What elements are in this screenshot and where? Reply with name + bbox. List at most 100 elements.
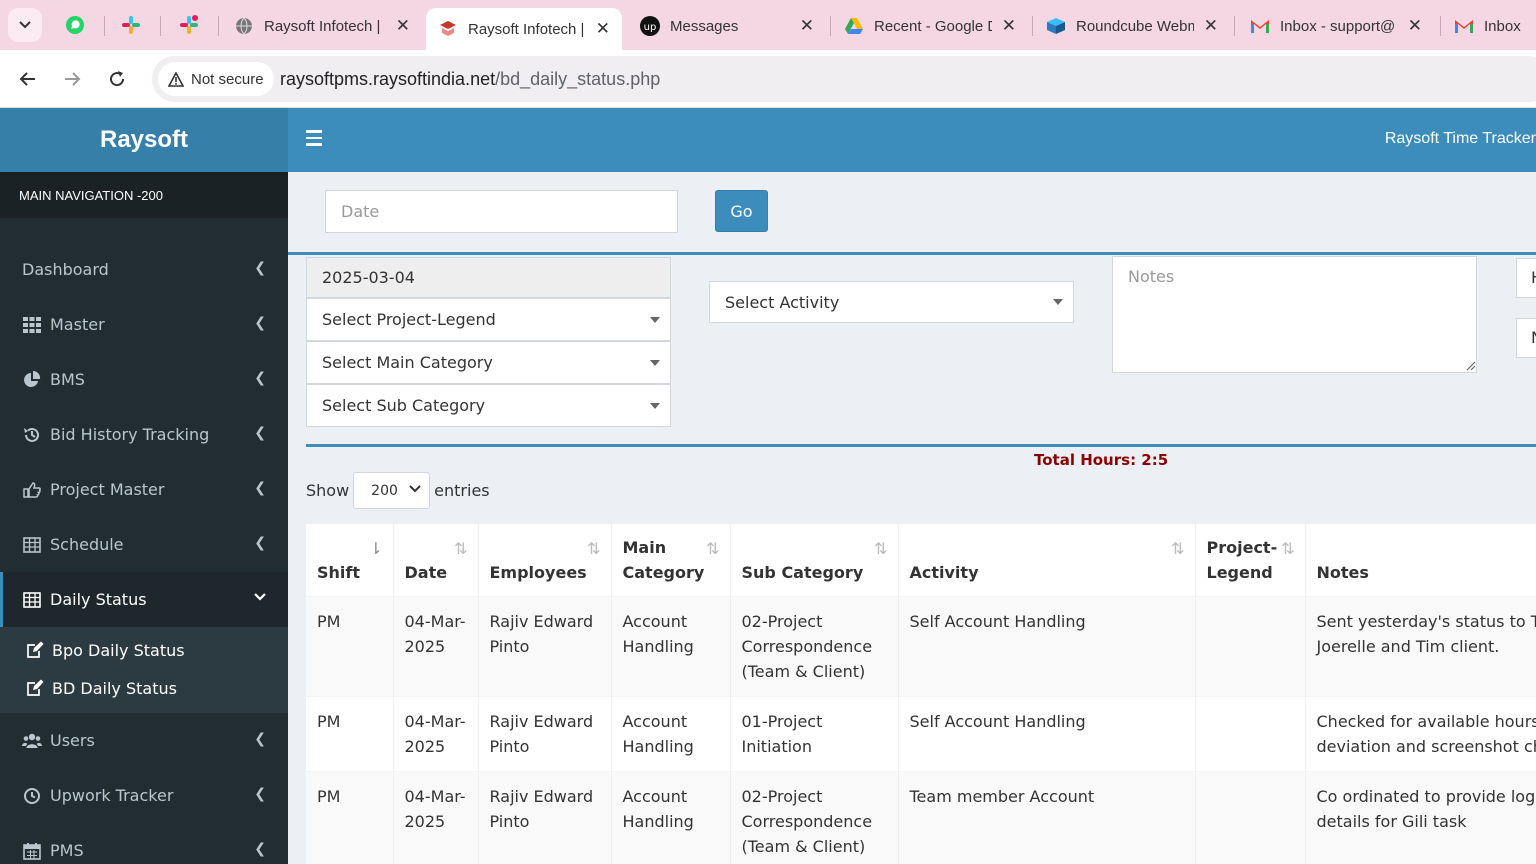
sidebar-item-label: PMS xyxy=(50,841,84,860)
cell-project-legend xyxy=(1195,595,1306,696)
sidebar-subitem-bpo-daily-status[interactable]: Bpo Daily Status xyxy=(0,631,288,669)
cell-employee: Rajiv Edward Pinto xyxy=(478,770,612,864)
column-header-main-category[interactable]: Main Category ⇅ xyxy=(611,524,731,597)
sidebar-item-pms[interactable]: PMS ❮ xyxy=(0,823,288,864)
tab-search-button[interactable] xyxy=(8,8,42,42)
browser-tab[interactable]: Recent - Google D ✕ xyxy=(832,8,1028,44)
sort-icon: ⇅ xyxy=(874,539,888,558)
calendar-icon xyxy=(22,842,42,860)
url-path: /bd_daily_status.php xyxy=(495,69,661,89)
hand-pointer-icon xyxy=(22,481,42,499)
column-label: Shift xyxy=(317,562,361,582)
column-header-date[interactable]: Date ⇅ xyxy=(393,524,479,597)
pinned-tab-whatsapp[interactable] xyxy=(52,8,98,42)
address-bar[interactable]: Not secure raysoftpms.raysoftindia.net/b… xyxy=(152,56,1536,102)
cell-sub-category: 01-Project Initiation xyxy=(730,695,899,771)
cell-sub-category: 02-Project Correspondence (Team & Client… xyxy=(730,770,899,864)
tab-title: Inbox - support@ xyxy=(1280,17,1396,35)
sidebar-item-project-master[interactable]: Project Master ❮ xyxy=(0,462,288,517)
users-icon xyxy=(22,732,42,750)
column-header-sub-category[interactable]: Sub Category ⇅ xyxy=(730,524,899,597)
browser-tab[interactable]: up Messages ✕ xyxy=(628,8,826,44)
hours-field[interactable]: H xyxy=(1516,258,1536,298)
column-label: Activity xyxy=(909,562,979,582)
cell-date: 04-Mar-2025 xyxy=(393,595,479,696)
notes-textarea[interactable]: Notes xyxy=(1112,256,1477,373)
activity-select[interactable]: Select Activity xyxy=(709,281,1074,323)
browser-tab[interactable]: Roundcube Webm ✕ xyxy=(1034,8,1230,44)
clock-icon xyxy=(22,787,42,805)
pinned-tab-slack-2[interactable] xyxy=(166,8,212,42)
pinned-tab-slack-1[interactable] xyxy=(108,8,154,42)
cell-main-category: Account Handling xyxy=(611,770,731,864)
go-button[interactable]: Go xyxy=(715,190,768,232)
main-category-select[interactable]: Select Main Category xyxy=(306,341,671,384)
sidebar-item-schedule[interactable]: Schedule ❮ xyxy=(0,517,288,572)
sidebar-item-label: Dashboard xyxy=(22,260,109,279)
sidebar-item-dashboard[interactable]: Dashboard ❮ xyxy=(0,242,288,297)
column-header-activity[interactable]: Activity ⇅ xyxy=(898,524,1196,597)
url-text[interactable]: raysoftpms.raysoftindia.net/bd_daily_sta… xyxy=(280,69,660,90)
back-button[interactable] xyxy=(13,64,43,94)
sort-icon: ⇅ xyxy=(587,539,601,558)
cell-employee: Rajiv Edward Pinto xyxy=(478,595,612,696)
security-chip[interactable]: Not secure xyxy=(158,62,274,96)
pie-chart-icon xyxy=(22,370,42,389)
grid-icon xyxy=(22,316,42,334)
cell-shift: PM xyxy=(306,595,394,696)
chevron-left-icon: ❮ xyxy=(254,535,266,551)
column-label: Notes xyxy=(1316,562,1369,582)
tab-title: Roundcube Webm xyxy=(1076,17,1194,35)
browser-tab[interactable]: Inbox - support@ ✕ xyxy=(1238,8,1434,44)
caret-down-icon xyxy=(650,359,660,366)
chevron-left-icon: ❮ xyxy=(254,731,266,747)
url-host: raysoftpms.raysoftindia.net xyxy=(280,69,496,89)
table-row: PM 04-Mar-2025 Rajiv Edward Pinto Accoun… xyxy=(306,770,1536,864)
cell-notes: Checked for available hours deviation an… xyxy=(1305,695,1536,771)
sidebar-item-label: Project Master xyxy=(50,480,165,499)
browser-tabstrip: Raysoft Infotech | ✕ Raysoft Infotech | … xyxy=(0,0,1536,50)
sidebar-item-bms[interactable]: BMS ❮ xyxy=(0,352,288,407)
gmail-icon xyxy=(1251,20,1269,33)
sidebar-toggle-icon[interactable] xyxy=(306,130,322,150)
close-tab-icon[interactable]: ✕ xyxy=(395,16,410,36)
column-label: Main Category xyxy=(622,537,705,582)
column-header-notes[interactable]: Notes xyxy=(1305,524,1536,597)
app-topbar: Raysoft Time Tracker xyxy=(288,108,1536,172)
chevron-left-icon: ❮ xyxy=(254,370,266,386)
browser-tab[interactable]: Raysoft Infotech | ✕ xyxy=(222,8,422,44)
close-tab-icon[interactable]: ✕ xyxy=(1001,16,1016,36)
minutes-field[interactable]: N xyxy=(1516,318,1536,358)
sidebar-item-users[interactable]: Users ❮ xyxy=(0,713,288,768)
browser-tab[interactable]: Inbox (2 xyxy=(1442,8,1536,44)
chevron-left-icon: ❮ xyxy=(254,425,266,441)
project-legend-select[interactable]: Select Project-Legend xyxy=(306,298,671,341)
close-tab-icon[interactable]: ✕ xyxy=(799,16,814,36)
date-filter-input[interactable]: Date xyxy=(325,190,678,233)
browser-tab-active[interactable]: Raysoft Infotech | ✕ xyxy=(426,8,622,50)
cell-activity: Self Account Handling xyxy=(898,695,1196,771)
close-tab-icon[interactable]: ✕ xyxy=(595,19,610,39)
svg-text:up: up xyxy=(644,22,657,33)
reload-icon xyxy=(110,71,125,87)
entries-select[interactable]: 200 xyxy=(353,472,431,509)
entry-date-field[interactable]: 2025-03-04 xyxy=(306,257,671,298)
column-header-shift[interactable]: Shift ⇂ xyxy=(306,524,394,597)
show-label: Show xyxy=(306,481,350,500)
close-tab-icon[interactable]: ✕ xyxy=(1203,16,1218,36)
column-header-project-legend[interactable]: Project-Legend ⇅ xyxy=(1195,524,1306,597)
sub-category-select[interactable]: Select Sub Category xyxy=(306,384,671,427)
column-header-employees[interactable]: Employees ⇅ xyxy=(478,524,612,597)
sidebar-item-master[interactable]: Master ❮ xyxy=(0,297,288,352)
entries-label: entries xyxy=(434,481,490,500)
table-row: PM 04-Mar-2025 Rajiv Edward Pinto Accoun… xyxy=(306,595,1536,696)
cell-notes: Co ordinated to provide login details fo… xyxy=(1305,770,1536,864)
sidebar-subitem-bd-daily-status[interactable]: BD Daily Status xyxy=(0,669,288,707)
reload-button[interactable] xyxy=(102,64,132,94)
sidebar-item-daily-status[interactable]: Daily Status xyxy=(0,572,288,627)
forward-button[interactable] xyxy=(57,64,87,94)
close-tab-icon[interactable]: ✕ xyxy=(1407,16,1422,36)
sidebar-item-upwork-tracker[interactable]: Upwork Tracker ❮ xyxy=(0,768,288,823)
brand-logo[interactable]: Raysoft xyxy=(0,108,288,172)
sidebar-item-bid-history[interactable]: Bid History Tracking ❮ xyxy=(0,407,288,462)
